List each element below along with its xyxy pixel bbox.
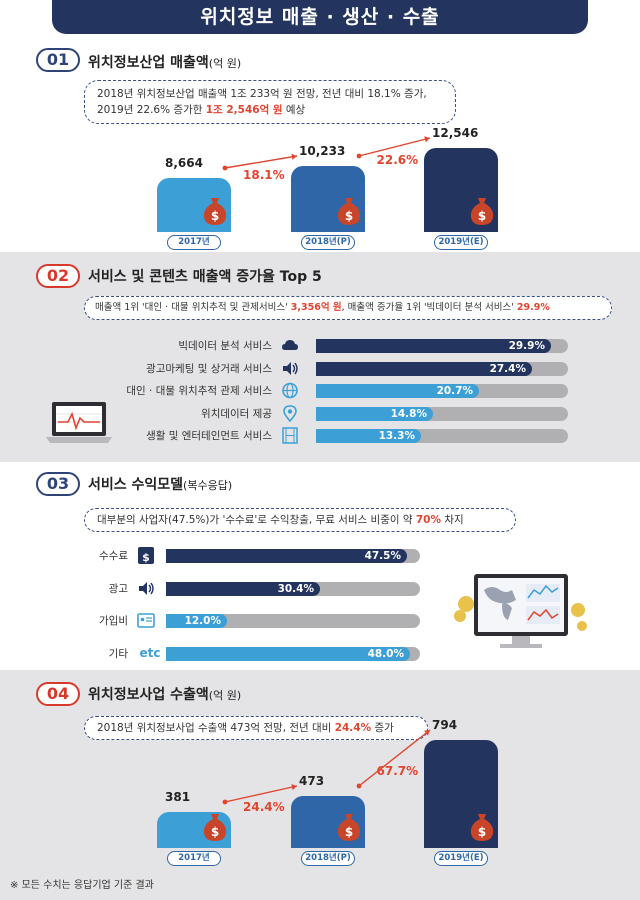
summary-line-1: 2018년 위치정보산업 매출액 1조 233억 원 전망, 전년 대비 18.… [97, 88, 427, 100]
summary-line-2: 2019년 22.6% 증가한 1조 2,546억 원 예상 [97, 104, 306, 116]
year-label: 2018년(P) [301, 235, 355, 250]
revenue-model-chart: 수수료 $47.5% 광고 30.4% 가입비 12.0% 기타 etc 48.0% [0, 462, 640, 670]
section-revenue-model: 03 서비스 수익모델(복수응답) 대부분의 사업자(47.5%)가 '수수료'… [0, 462, 640, 670]
location-pin-icon [281, 404, 299, 422]
page-title: 위치정보 매출 · 생산 · 수출 [52, 0, 588, 34]
exports-chart: $381 2017년 $473 2018년(P) $794 2019년(E) 24.4% 67… [0, 670, 640, 900]
section-title: 서비스 수익모델(복수응답) [88, 477, 233, 493]
top5-chart: 빅데이터 분석 서비스 29.9% 광고마케팅 및 상거래 서비스 27.4% 대인 ·… [0, 252, 640, 462]
bar-category-label: 광고 [108, 582, 128, 595]
sales-chart: $8,664 2017년 $10,233 2018년(P) $12,546 2019년(E… [0, 34, 640, 252]
svg-text:$: $ [211, 209, 219, 223]
monitor-icon [454, 574, 587, 648]
svg-text:$: $ [345, 825, 353, 839]
growth-rate-label: 22.6% [376, 153, 419, 167]
year-label: 2019년(E) [434, 851, 488, 866]
speaker-icon [281, 360, 299, 377]
bar [316, 384, 479, 398]
svg-text:$: $ [478, 825, 486, 839]
section-title: 위치정보사업 수출액(억 원) [88, 687, 242, 703]
section-title: 위치정보산업 매출액(억 원) [88, 52, 241, 72]
year-label: 2018년(P) [301, 851, 355, 866]
bar [166, 646, 410, 661]
bar [316, 406, 433, 421]
growth-rate-label: 67.7% [376, 764, 419, 778]
svg-text:$: $ [345, 209, 353, 223]
section-top5: 02 서비스 및 콘텐츠 매출액 증가율 Top 5 매출액 1위 '대인 · … [0, 252, 640, 462]
svg-text:$: $ [211, 825, 219, 839]
bar [166, 581, 320, 596]
money-bag-icon: $ [335, 194, 363, 226]
etc-icon: etc [139, 646, 161, 660]
bar-value-label: 12.0% [184, 615, 221, 627]
section-number: 01 [36, 48, 80, 72]
bar-value-label: 14.8% [390, 407, 427, 420]
section-title-unit: (억 원) [208, 57, 242, 70]
bar-category-label: 위치데이터 제공 [201, 407, 272, 420]
bar-category-label: 기타 [108, 647, 128, 660]
summary-highlight: 1조 2,546억 원 [205, 104, 283, 116]
bar-value-label: 8,664 [165, 156, 203, 170]
bar-category-label: 생활 및 엔터테인먼트 서비스 [146, 430, 272, 442]
footnote: ※ 모든 수치는 응답기업 기준 결과 [10, 880, 154, 891]
bar-category-label: 수수료 [99, 550, 128, 562]
film-icon [281, 427, 299, 444]
bar-value-label: 48.0% [367, 647, 404, 660]
section-number: 04 [36, 682, 80, 706]
bar-value-label: 473 [299, 774, 325, 788]
bar-value-label: 30.4% [277, 582, 314, 595]
cloud-icon [281, 337, 299, 354]
globe-icon [281, 382, 299, 399]
bar [166, 614, 227, 628]
growth-rate-label: 18.1% [243, 168, 285, 182]
section-title: 서비스 및 콘텐츠 매출액 증가율 Top 5 [88, 269, 322, 285]
summary-box: 대부분의 사업자(47.5%)가 '수수료'로 수익창출, 무료 서비스 비중이… [84, 508, 516, 532]
bar-category-label: 광고마케팅 및 상거래 서비스 [146, 362, 272, 375]
bar-value-label: 47.5% [364, 550, 401, 562]
growth-rate-label: 24.4% [243, 800, 285, 814]
svg-text:$: $ [142, 551, 150, 564]
bar [316, 339, 551, 353]
year-label: 2017년 [167, 235, 221, 250]
bar-value-label: 381 [165, 790, 191, 804]
money-bag-icon: $ [201, 810, 229, 842]
bar-category-label: 가입비 [99, 615, 128, 627]
bar-value-label: 27.4% [489, 362, 526, 375]
bar-category-label: 빅데이터 분석 서비스 [178, 340, 272, 352]
bar-value-label: 29.9% [508, 340, 545, 352]
money-bag-icon: $ [201, 194, 229, 226]
bar-value-label: 20.7% [436, 385, 473, 397]
year-label: 2017년 [167, 851, 221, 866]
section-number: 02 [36, 264, 80, 288]
money-bag-icon: $ [137, 547, 155, 564]
svg-text:$: $ [478, 209, 486, 223]
money-bag-icon: $ [335, 810, 363, 842]
section-sales: 01 위치정보산업 매출액(억 원) 2018년 위치정보산업 매출액 1조 2… [0, 34, 640, 252]
bar-category-label: 대인 · 대물 위치추적 관제 서비스 [126, 385, 272, 397]
speaker-icon [137, 580, 155, 597]
summary-box: 매출액 1위 '대인 · 대물 위치추적 및 관제서비스' 3,356억 원, … [84, 296, 612, 320]
summary-box: 2018년 위치정보산업 매출액 1조 233억 원 전망, 전년 대비 18.… [84, 80, 456, 124]
bar-value-label: 794 [432, 718, 458, 732]
money-bag-icon: $ [468, 194, 496, 226]
bar [166, 549, 407, 563]
section-exports: 04 위치정보사업 수출액(억 원) 2018년 위치정보사업 수출액 473억… [0, 670, 640, 900]
bar [316, 429, 421, 443]
money-bag-icon: $ [468, 810, 496, 842]
id-card-icon [137, 612, 155, 629]
bar-value-label: 10,233 [299, 144, 346, 158]
bar-track [166, 614, 420, 628]
section-title-text: 위치정보산업 매출액 [88, 55, 209, 71]
bar-value-label: 12,546 [432, 126, 479, 140]
bar [316, 361, 532, 376]
year-label: 2019년(E) [434, 235, 488, 250]
section-number: 03 [36, 472, 80, 496]
summary-box: 2018년 위치정보사업 수출액 473억 전망, 전년 대비 24.4% 증가 [84, 716, 428, 740]
laptop-icon [46, 402, 112, 443]
bar-value-label: 13.3% [378, 430, 415, 442]
